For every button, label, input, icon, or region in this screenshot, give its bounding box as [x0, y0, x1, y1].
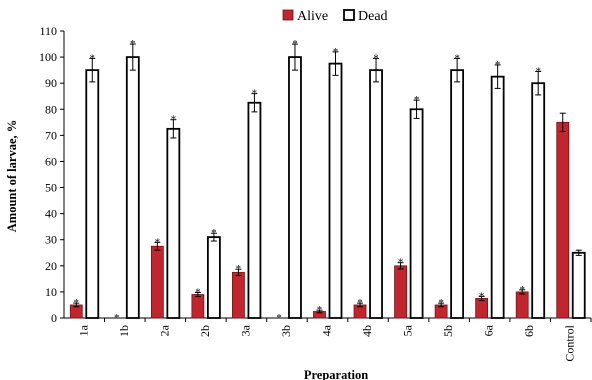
bars: * * * * * * * * * * * * * * * * * * * * * * * *	[69, 38, 586, 324]
x-tick-label: 5b	[441, 325, 455, 337]
y-tick-label: 20	[45, 259, 57, 273]
significance-marker: *	[373, 52, 379, 64]
significance-marker: *	[276, 312, 282, 324]
bar-dead	[369, 69, 383, 319]
y-tick-label: 0	[51, 311, 57, 325]
significance-marker: *	[236, 263, 242, 275]
legend-swatch-dead	[343, 9, 355, 21]
x-tick-label: 3b	[279, 325, 293, 337]
bar-alive	[150, 245, 164, 319]
bar-dead	[206, 236, 221, 319]
bar-dead	[409, 108, 424, 319]
legend-label-dead: Dead	[358, 9, 388, 24]
y-tick-label: 40	[45, 207, 57, 221]
x-tick-label: 6b	[522, 325, 536, 337]
significance-marker: *	[317, 304, 323, 316]
bar-dead	[571, 251, 586, 319]
y-tick-label: 10	[45, 285, 57, 299]
significance-marker: *	[454, 52, 460, 64]
significance-marker: *	[252, 88, 258, 100]
x-tick-label: 4b	[360, 325, 374, 337]
significance-marker: *	[479, 290, 485, 302]
y-tick-label: 60	[45, 154, 57, 168]
significance-marker: *	[171, 114, 177, 126]
legend: Alive Dead	[282, 9, 388, 24]
legend-label-alive: Alive	[297, 9, 328, 24]
bar-dead	[450, 69, 465, 319]
significance-marker: *	[114, 312, 120, 324]
significance-marker: *	[438, 297, 444, 309]
significance-marker: *	[535, 65, 541, 77]
x-tick-label: 4a	[320, 324, 334, 336]
bar-dead	[166, 127, 181, 319]
bar-dead	[247, 101, 262, 319]
x-tick-label: 2a	[157, 324, 171, 336]
significance-marker: *	[195, 286, 201, 298]
bar-dead	[531, 82, 546, 319]
y-tick-label: 90	[45, 76, 57, 90]
x-tick-label: 2b	[198, 325, 212, 337]
significance-marker: *	[357, 297, 363, 309]
axes: 0 10 20 30 40 50 60 70 80 90 100 110 1a 1b 2a 2b 3a 3b 4a 4…	[39, 24, 592, 362]
x-axis-title: Preparation	[304, 368, 368, 380]
significance-marker: *	[90, 52, 96, 64]
x-tick-label: 6a	[482, 324, 496, 336]
y-axis-title: Amount of larvae, %	[5, 120, 19, 233]
significance-marker: *	[398, 257, 404, 269]
legend-swatch-alive	[282, 9, 294, 21]
x-tick-label: 3a	[238, 324, 252, 336]
significance-marker: *	[130, 38, 136, 50]
y-tick-label: 70	[45, 128, 57, 142]
x-tick-label: 5a	[401, 324, 415, 336]
bar-alive	[232, 271, 245, 319]
y-tick-label: 80	[45, 102, 57, 116]
bar-dead	[288, 56, 302, 319]
bar-dead	[85, 69, 100, 319]
significance-marker: *	[495, 59, 501, 71]
bar-dead	[125, 56, 140, 319]
bar-dead	[328, 62, 343, 319]
significance-marker: *	[155, 236, 161, 248]
bar-alive	[394, 265, 407, 319]
significance-marker: *	[211, 227, 217, 239]
y-tick-label: 100	[39, 50, 57, 64]
bar-dead	[490, 75, 505, 319]
x-tick-label: 1a	[76, 324, 90, 336]
x-tick-label: 1b	[117, 325, 131, 337]
bar-alive	[556, 121, 570, 319]
significance-marker: *	[74, 297, 80, 309]
significance-marker: *	[292, 38, 298, 50]
significance-marker: *	[519, 284, 525, 296]
significance-marker: *	[333, 46, 339, 58]
significance-marker: *	[414, 94, 420, 106]
y-tick-label: 110	[39, 24, 57, 38]
y-tick-label: 30	[45, 233, 57, 247]
x-tick-label: Control	[563, 324, 577, 361]
y-tick-label: 50	[45, 181, 57, 195]
